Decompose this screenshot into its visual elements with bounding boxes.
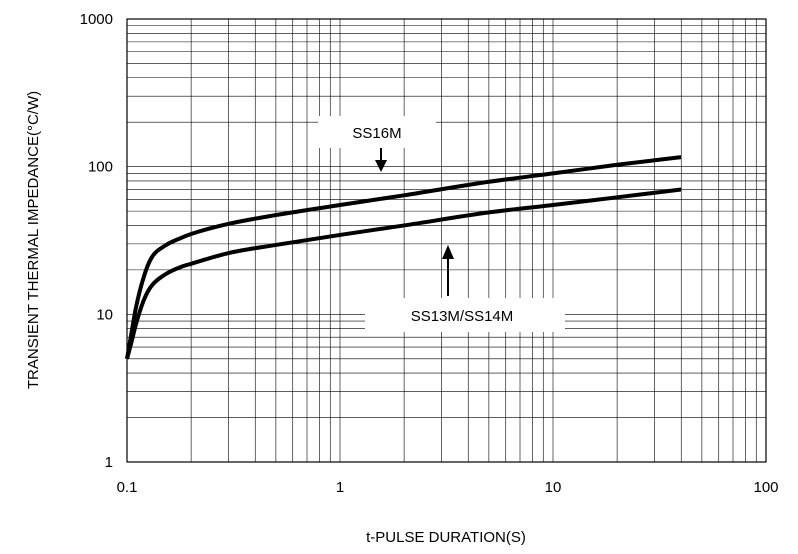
y-axis-title: TRANSIENT THERMAL IMPEDANCE(°C/W)	[25, 91, 42, 389]
x-tick-label: 100	[753, 479, 778, 496]
annotation-ss16m: SS16M	[318, 116, 436, 172]
y-tick-label: 10	[96, 306, 113, 323]
annotation-ss13m-label: SS13M/SS14M	[411, 308, 514, 325]
x-tick-label: 1	[336, 479, 344, 496]
grid	[126, 19, 766, 463]
x-tick-label: 0.1	[117, 479, 138, 496]
annotation-ss16m-label: SS16M	[352, 125, 401, 142]
series-group	[125, 155, 682, 360]
series-line-0	[125, 155, 682, 360]
annotation-ss16m-arrow-head	[375, 160, 387, 172]
x-tick-label: 10	[545, 479, 562, 496]
y-tick-label: 1000	[80, 11, 113, 28]
annotation-ss13m-ss14m: SS13M/SS14M	[365, 245, 565, 332]
y-tick-label: 100	[88, 159, 113, 176]
x-axis-title: t-PULSE DURATION(S)	[366, 529, 526, 546]
annotation-ss13m-bg	[365, 298, 565, 332]
y-tick-label: 1	[105, 454, 113, 471]
annotation-ss13m-arrow-head	[442, 245, 454, 259]
plot-frame	[126, 18, 767, 463]
series-line-1	[125, 187, 682, 360]
annotation-ss16m-bg	[318, 116, 436, 148]
